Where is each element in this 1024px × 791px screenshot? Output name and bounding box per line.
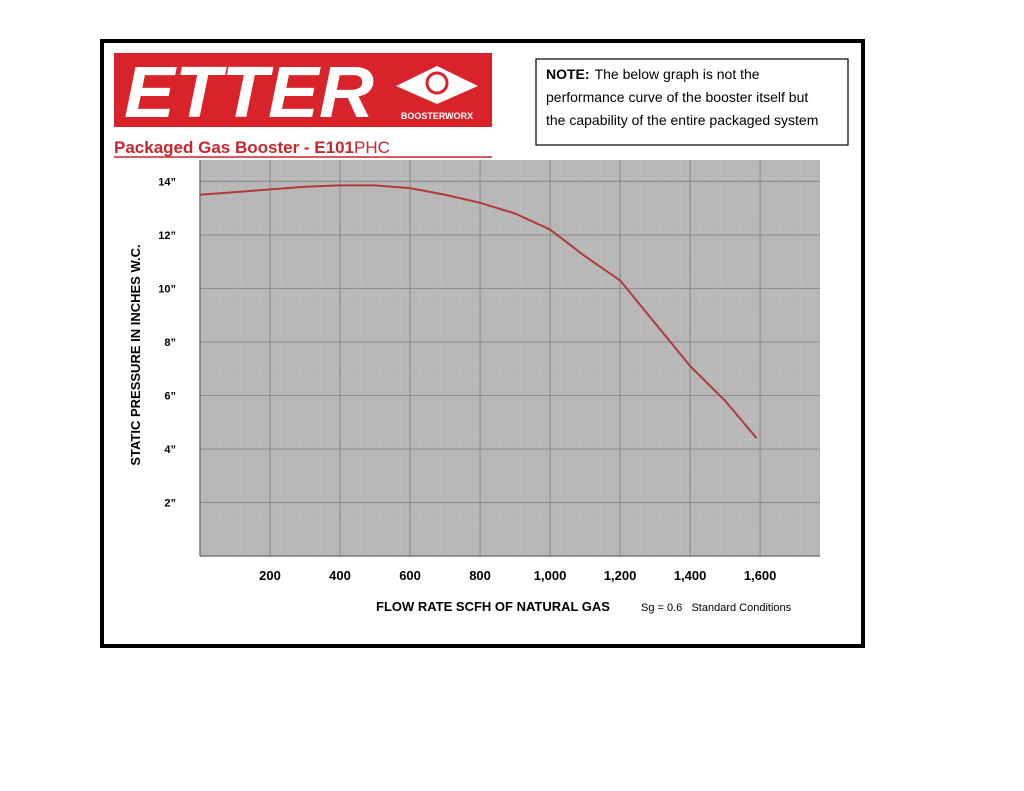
y-tick-label: 10” — [158, 283, 176, 295]
logo-diamond — [396, 66, 478, 104]
x-tick-label: 1,000 — [534, 568, 567, 583]
x-tick-label: 1,400 — [674, 568, 707, 583]
x-axis-label: FLOW RATE SCFH OF NATURAL GAS — [376, 599, 610, 614]
product-name: Packaged Gas Booster - E101 — [114, 138, 354, 157]
logo: ETTER BOOSTERWORX — [114, 53, 492, 133]
x-axis-note: Sg = 0.6 Standard Conditions — [641, 602, 792, 614]
plot: 2” 4” 6” 8” 10” 12” 14” 200 400 600 800 1,000 1,200 1… — [158, 160, 820, 583]
x-tick-label: 600 — [399, 568, 421, 583]
logo-icon — [425, 71, 449, 95]
brand-text: BOOSTERWORX — [401, 111, 473, 121]
note-text: the capability of the entire packaged sy… — [546, 112, 818, 128]
logo-text: ETTER — [124, 53, 374, 133]
x-tick-label: 1,600 — [744, 568, 777, 583]
note-text: performance curve of the booster itself … — [546, 89, 808, 105]
plot-area — [200, 160, 820, 556]
y-tick-label: 12” — [158, 230, 176, 242]
product-suffix: PHC — [354, 138, 390, 157]
y-tick-label: 8” — [164, 337, 176, 349]
curve — [199, 184, 758, 439]
note-label: NOTE: — [546, 66, 590, 82]
note-box: NOTE: The below graph is not the performa… — [535, 58, 849, 146]
product-title: Packaged Gas Booster - E101PHC — [114, 138, 390, 157]
note-text: The below graph is not the — [595, 66, 760, 82]
x-tick-label: 1,200 — [604, 568, 637, 583]
x-tick-label: 400 — [329, 568, 351, 583]
x-tick-label: 800 — [469, 568, 491, 583]
note-border — [535, 58, 849, 146]
y-tick-label: 4” — [164, 444, 176, 456]
y-tick-label: 14” — [158, 176, 176, 188]
y-tick-label: 2” — [164, 497, 176, 509]
y-axis-label: STATIC PRESSURE IN INCHES W.C. — [128, 244, 143, 465]
note-line: NOTE: The below graph is not the — [546, 66, 760, 82]
y-tick-label: 6” — [164, 390, 176, 402]
x-tick-label: 200 — [259, 568, 281, 583]
